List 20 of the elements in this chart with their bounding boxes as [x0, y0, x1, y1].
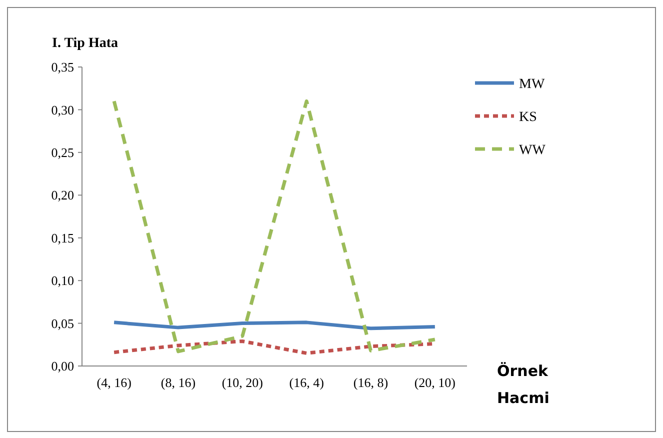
- x-tick-label: (10, 20): [222, 375, 264, 390]
- x-tick-label: (4, 16): [96, 375, 132, 390]
- legend-label: KS: [519, 110, 537, 125]
- x-tick-label: (16, 8): [353, 375, 388, 390]
- y-tick-label: 0,35: [51, 60, 74, 75]
- line-series: [112, 99, 437, 354]
- x-tick-label: (16, 4): [289, 375, 324, 390]
- y-tick-label: 0,25: [51, 144, 74, 160]
- x-tick-label: (20, 10): [414, 375, 456, 390]
- y-axis-title: I. Tip Hata: [52, 36, 118, 51]
- y-tick-label: 0,10: [51, 273, 74, 288]
- y-tick-label: 0,05: [51, 316, 74, 331]
- legend-label: WW: [519, 142, 546, 158]
- x-tick-label: (8, 16): [160, 375, 196, 390]
- y-tick-label: 0,30: [51, 102, 74, 118]
- y-tick-label: 0,15: [51, 230, 74, 246]
- y-tick-label: 0,00: [51, 358, 74, 374]
- legend-label: MW: [519, 76, 546, 92]
- x-axis-title: Örnek Hacmi: [497, 362, 550, 407]
- y-tick-label: 0,20: [51, 188, 74, 203]
